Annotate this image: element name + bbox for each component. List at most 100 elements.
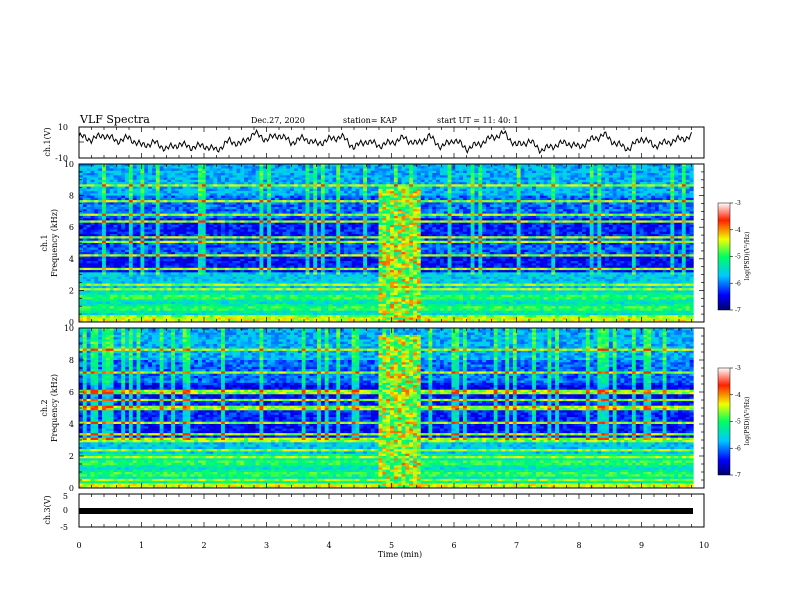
spectrogram-cell (129, 182, 133, 185)
spectrogram-cell (386, 178, 390, 181)
spectrogram-cell (110, 180, 114, 183)
spectrogram-cell (471, 200, 475, 203)
spectrogram-cell (371, 175, 375, 178)
spectrogram-cell (551, 198, 555, 201)
spectrogram-cell (252, 180, 256, 183)
spectrogram-cell (213, 175, 217, 178)
spectrogram-cell (83, 178, 87, 181)
spectrogram-cell (91, 184, 95, 187)
spectrogram-cell (448, 198, 452, 201)
spectrogram-cell (459, 216, 463, 219)
spectrogram-cell (605, 214, 609, 217)
spectrogram-cell (309, 180, 313, 183)
spectrogram-cell (152, 202, 156, 205)
spectrogram-cell (167, 211, 171, 214)
spectrogram-cell (498, 198, 502, 201)
spectrogram-cell (137, 171, 141, 174)
spectrogram-cell (321, 180, 325, 183)
spectrogram-cell (563, 214, 567, 217)
spectrogram-cell (405, 180, 409, 183)
spectrogram-cell (624, 196, 628, 199)
spectrogram-cell (428, 200, 432, 203)
spectrogram-cell (551, 200, 555, 203)
spectrogram-cell (163, 205, 167, 208)
spectrogram-cell (244, 211, 248, 214)
spectrogram-cell (690, 184, 694, 187)
spectrogram-cell (613, 214, 617, 217)
spectrogram-cell (344, 178, 348, 181)
spectrogram-cell (340, 205, 344, 208)
spectrogram-cell (198, 200, 202, 203)
spectrogram-cell (382, 187, 386, 190)
spectrogram-cell (632, 173, 636, 176)
spectrogram-cell (640, 182, 644, 185)
spectrogram-cell (609, 191, 613, 194)
spectrogram-cell (624, 193, 628, 196)
spectrogram-cell (152, 178, 156, 181)
spectrogram-cell (375, 196, 379, 199)
spectrogram-cell (578, 187, 582, 190)
spectrogram-cell (290, 218, 294, 221)
spectrogram-cell (148, 216, 152, 219)
spectrogram-cell (440, 200, 444, 203)
spectrogram-cell (413, 205, 417, 208)
spectrogram-cell (309, 209, 313, 212)
spectrogram-cell (670, 198, 674, 201)
spectrogram-cell (455, 187, 459, 190)
spectrogram-cell (198, 166, 202, 169)
spectrogram-cell (509, 196, 513, 199)
spectrogram-cell (306, 178, 310, 181)
spectrogram-cell (471, 173, 475, 176)
spectrogram-cell (106, 200, 110, 203)
spectrogram-cell (571, 166, 575, 169)
spectrogram-cell (279, 214, 283, 217)
spectrogram-cell (194, 209, 198, 212)
spectrogram-cell (102, 187, 106, 190)
spectrogram-cell (498, 207, 502, 210)
spectrogram-cell (521, 171, 525, 174)
spectrogram-cell (521, 180, 525, 183)
spectrogram-cell (459, 200, 463, 203)
spectrogram-cell (294, 207, 298, 210)
spectrogram-cell (363, 187, 367, 190)
spectrogram-cell (540, 191, 544, 194)
spectrogram-cell (663, 189, 667, 192)
spectrogram-cell (390, 200, 394, 203)
spectrogram-cell (678, 166, 682, 169)
spectrogram-cell (106, 196, 110, 199)
spectrogram-cell (413, 182, 417, 185)
spectrogram-cell (198, 180, 202, 183)
spectrogram-cell (240, 178, 244, 181)
spectrogram-cell (609, 214, 613, 217)
spectrogram-cell (359, 211, 363, 214)
spectrogram-cell (321, 166, 325, 169)
spectrogram-cell (601, 184, 605, 187)
spectrogram-cell (448, 200, 452, 203)
spectrogram-cell (517, 198, 521, 201)
spectrogram-cell (632, 216, 636, 219)
spectrogram-cell (674, 189, 678, 192)
spectrogram-cell (498, 196, 502, 199)
spectrogram-cell (571, 209, 575, 212)
spectrogram-cell (302, 182, 306, 185)
spectrogram-cell (651, 180, 655, 183)
spectrogram-cell (379, 169, 383, 172)
spectrogram-cell (632, 193, 636, 196)
spectrogram-cell (137, 216, 141, 219)
spectrogram-cell (252, 209, 256, 212)
spectrogram-cell (125, 205, 129, 208)
spectrogram-cell (647, 178, 651, 181)
spectrogram-cell (375, 198, 379, 201)
spectrogram-cell (609, 207, 613, 210)
spectrogram-cell (340, 184, 344, 187)
spectrogram-cell (398, 218, 402, 221)
spectrogram-cell (513, 218, 517, 221)
spectrogram-cell (309, 207, 313, 210)
spectrogram-cell (617, 216, 621, 219)
spectrogram-cell (478, 180, 482, 183)
spectrogram-cell (294, 175, 298, 178)
spectrogram-cell (114, 175, 118, 178)
spectrogram-cell (187, 218, 191, 221)
spectrogram-cell (451, 211, 455, 214)
spectrogram-cell (267, 202, 271, 205)
